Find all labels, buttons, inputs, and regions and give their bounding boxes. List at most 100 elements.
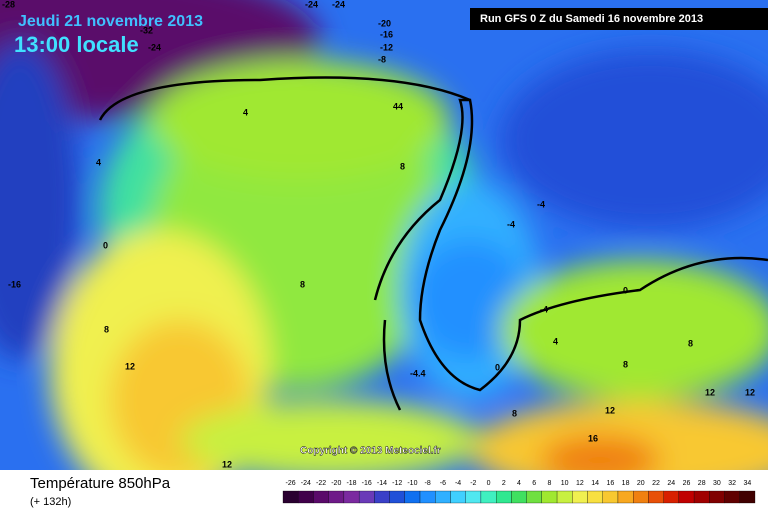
legend-swatch: [328, 490, 345, 504]
contour-label: -32: [140, 25, 153, 35]
legend-swatch: [633, 490, 649, 504]
legend-label: 22: [652, 480, 660, 487]
legend-label: 26: [683, 480, 691, 487]
legend-swatch: [419, 490, 436, 504]
legend-swatch: [511, 490, 527, 504]
legend-swatch: [709, 490, 725, 504]
legend-label: -12: [392, 480, 402, 487]
legend-label: 20: [637, 480, 645, 487]
legend-label: 14: [591, 480, 599, 487]
legend-label: 28: [698, 480, 706, 487]
legend-label: -16: [362, 480, 372, 487]
footer-lead: (+ 132h): [30, 496, 71, 508]
contour-label: -8: [378, 54, 386, 64]
contour-label: 44: [393, 101, 403, 111]
legend-label: 6: [532, 480, 536, 487]
legend-label: -26: [286, 480, 296, 487]
run: Run GFS 0 Z du Samedi 16 novembre 2013: [480, 13, 703, 25]
legend-swatch: [663, 490, 680, 504]
legend-label: -10: [407, 480, 417, 487]
contour-label: -4: [507, 219, 515, 229]
legend: -26 -24 -22 -20 -18 -16 -14 -12 -10 -8 -6 -4 -2 0 2 4 6 8…: [282, 480, 756, 504]
contour-label: 4: [243, 107, 248, 117]
legend-swatch: [617, 490, 634, 504]
contour-label: 0: [495, 362, 500, 372]
contour-label: -16: [380, 29, 393, 39]
legend-swatch: [343, 490, 360, 504]
legend-swatch: [374, 490, 390, 504]
contour-label: 8: [623, 359, 628, 369]
legend-label: 10: [561, 480, 569, 487]
legend-swatch: [282, 490, 299, 504]
contour-label: 12: [745, 387, 755, 397]
legend-label: 24: [667, 480, 675, 487]
legend-swatch: [465, 490, 482, 504]
legend-label: 32: [728, 480, 736, 487]
legend-swatch: [678, 490, 695, 504]
legend-swatch: [556, 490, 573, 504]
contour-label: 4: [96, 157, 101, 167]
legend-label: -18: [346, 480, 356, 487]
contour-label: 8: [300, 279, 305, 289]
legend-swatch: [389, 490, 405, 504]
legend-label: -8: [425, 480, 431, 487]
legend-label: 34: [743, 480, 751, 487]
contour-labels: -28 -24 -24 -32 -24 -20 -16 -12 -8 -16 4…: [2, 0, 755, 469]
contour-label: 16: [588, 433, 598, 443]
legend-label: 12: [576, 480, 584, 487]
legend-swatch: [739, 490, 756, 504]
legend-label: -22: [316, 480, 326, 487]
legend-swatch: [435, 490, 451, 504]
legend-label: -6: [440, 480, 446, 487]
legend-label: 30: [713, 480, 721, 487]
footer-title: Température 850hPa: [30, 475, 171, 492]
legend-swatch: [724, 490, 740, 504]
legend-swatch: [313, 490, 329, 504]
legend-swatch: [450, 490, 466, 504]
legend-label: 18: [622, 480, 630, 487]
zero-isotherm: [98, 76, 471, 121]
contour-label: 8: [688, 338, 693, 348]
contour-label: 12: [605, 405, 615, 415]
legend-swatch: [404, 490, 421, 504]
contour-label: -24: [305, 0, 318, 9]
legend-swatch: [693, 490, 710, 504]
contour-label: 0: [103, 240, 108, 250]
contour-label: -16: [8, 279, 21, 289]
legend-label: -24: [301, 480, 311, 487]
legend-label: 8: [547, 480, 551, 487]
legend-swatch: [358, 490, 375, 504]
legend-label: 2: [502, 480, 506, 487]
contour-label: 12: [125, 361, 135, 371]
legend-swatch: [541, 490, 558, 504]
legend-label: 0: [487, 480, 491, 487]
legend-swatch: [298, 490, 314, 504]
contour-label: -20: [378, 18, 391, 28]
contour-label: 8: [400, 161, 405, 171]
zero-isotherm: [373, 98, 768, 411]
legend-label: -14: [377, 480, 387, 487]
run-box: [470, 8, 768, 30]
legend-label: -2: [470, 480, 476, 487]
contour-label: -24: [148, 42, 161, 52]
contour-label: 12: [222, 459, 232, 469]
contour-label: -28: [2, 0, 15, 9]
contour-label: 12: [705, 387, 715, 397]
contour-label: 8: [512, 408, 517, 418]
contour-label: -4.4: [410, 368, 426, 378]
contour-label: -24: [332, 0, 345, 9]
legend-swatch: [587, 490, 603, 504]
legend-swatch: [572, 490, 588, 504]
contour-label: -4: [537, 199, 545, 209]
legend-label: 4: [517, 480, 521, 487]
contour-label: 4: [553, 336, 558, 346]
legend-swatch: [480, 490, 497, 504]
legend-label: -20: [331, 480, 341, 487]
legend-swatch: [602, 490, 619, 504]
legend-label: 16: [606, 480, 614, 487]
legend-swatch: [526, 490, 542, 504]
contour-label: 8: [104, 324, 109, 334]
contour-label: -4: [540, 304, 548, 314]
